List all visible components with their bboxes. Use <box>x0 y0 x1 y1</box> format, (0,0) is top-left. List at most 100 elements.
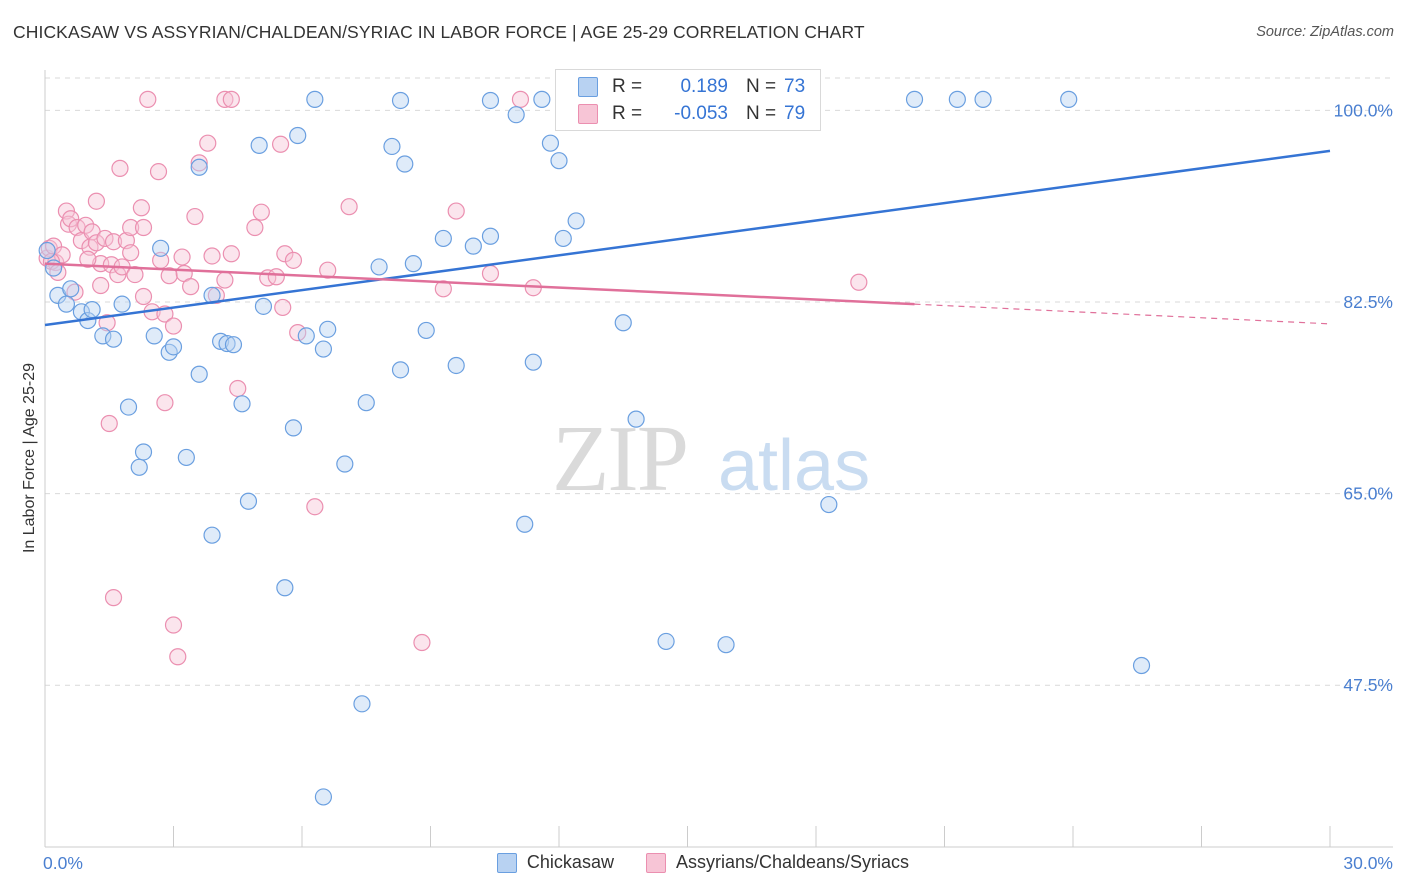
assyrians-point <box>149 163 168 181</box>
chickasaw-point <box>481 91 500 110</box>
legend-n-value: 79 <box>784 103 806 124</box>
assyrians-point <box>173 248 191 266</box>
chickasaw-point <box>289 126 307 145</box>
assyrians-point <box>447 202 465 220</box>
chickasaw-point <box>905 90 924 108</box>
assyrians-point <box>434 280 452 298</box>
chickasaw-point <box>396 155 414 173</box>
chickasaw-point <box>314 788 333 806</box>
chickasaw-point <box>119 398 138 416</box>
assyrians-point <box>111 159 129 177</box>
chickasaw-point <box>250 136 268 154</box>
chickasaw-point <box>254 297 273 315</box>
chickasaw-point <box>464 237 482 255</box>
chickasaw-point <box>391 91 410 110</box>
chickasaw-point <box>212 332 230 350</box>
assyrians-point <box>102 256 120 274</box>
assyrians-point <box>284 251 303 269</box>
legend-swatch-assyrians <box>578 104 598 124</box>
watermark-atlas: atlas <box>718 426 870 506</box>
legend-item-chickasaw[interactable]: Chickasaw <box>496 852 614 873</box>
series-legend: Chickasaw Assyrians/Chaldeans/Syriacs <box>0 852 1406 873</box>
watermark: ZIP atlas <box>552 407 870 511</box>
assyrians-point <box>319 261 337 279</box>
assyrians-point <box>274 298 292 317</box>
legend-label-chickasaw: Chickasaw <box>526 852 614 872</box>
chickasaw-point <box>507 106 525 124</box>
assyrians-point <box>62 210 80 228</box>
watermark-zip: ZIP <box>552 407 687 511</box>
chickasaw-point <box>820 495 838 514</box>
assyrians-point <box>132 199 150 217</box>
legend-n-label: N = <box>746 103 777 124</box>
trend-line-assyrians <box>44 262 915 306</box>
assyrians-point <box>216 271 234 289</box>
assyrians-point <box>229 379 247 398</box>
assyrians-point <box>267 268 285 286</box>
assyrians-point <box>246 218 264 237</box>
assyrians-point <box>42 252 61 271</box>
chickasaw-point <box>83 301 101 319</box>
trend-line-chickasaw <box>44 149 1331 327</box>
assyrians-point <box>276 245 294 263</box>
chickasaw-point <box>357 394 375 412</box>
chickasaw-point <box>164 338 183 356</box>
chickasaw-point <box>524 353 542 371</box>
axes <box>44 70 1393 848</box>
stats-legend: R = 0.189 N = 73 R = -0.053 N = 79 <box>555 69 821 131</box>
legend-swatch-assyrians <box>645 852 666 873</box>
chickasaw-point <box>104 330 123 348</box>
chickasaw-point <box>627 410 645 428</box>
chickasaw-point <box>434 229 452 248</box>
assyrians-point <box>122 218 140 237</box>
assyrians-point <box>306 498 324 516</box>
chickasaw-point <box>130 458 148 476</box>
assyrians-point <box>77 216 95 234</box>
legend-item-assyrians[interactable]: Assyrians/Chaldeans/Syriacs <box>645 852 909 873</box>
chickasaw-point <box>353 695 371 713</box>
assyrians-point <box>190 154 208 172</box>
chickasaw-point <box>974 90 992 108</box>
assyrians-point <box>164 616 183 634</box>
assyrians-point <box>481 264 500 283</box>
assyrians-point <box>199 134 217 152</box>
assyrians-point <box>87 234 106 252</box>
assyrians-point <box>850 273 868 291</box>
chickasaw-point <box>239 492 258 510</box>
chickasaw-point <box>554 229 572 248</box>
chickasaw-point <box>62 280 80 298</box>
assyrians-point <box>79 250 97 268</box>
assyrians-point <box>222 90 240 108</box>
assyrians-point <box>271 135 290 153</box>
chickasaw-point <box>567 212 585 230</box>
chickasaw-point <box>276 579 294 597</box>
chickasaw-point <box>284 419 303 437</box>
chickasaw-point <box>516 515 534 533</box>
assyrians-point <box>186 207 204 226</box>
chickasaw-point <box>541 134 560 152</box>
chickasaw-point <box>190 158 208 176</box>
chickasaw-point <box>203 526 221 544</box>
x-tick-label: 0.0% <box>43 853 83 873</box>
chickasaw-point <box>614 314 632 332</box>
assyrians-point <box>160 267 178 285</box>
chickasaw-point <box>948 90 966 108</box>
y-tick-label: 65.0% <box>1343 484 1393 504</box>
trend-line-assyrians-dashed <box>914 303 1331 325</box>
y-tick-label: 100.0% <box>1334 100 1393 120</box>
chickasaw-point <box>38 241 56 260</box>
source-label: Source: ZipAtlas.com <box>1256 24 1394 40</box>
assyrians-point <box>222 245 240 263</box>
legend-n-label: N = <box>746 76 777 97</box>
assyrians-point <box>216 90 234 108</box>
assyrians-point <box>98 314 116 332</box>
chickasaw-point <box>336 455 354 473</box>
series-chickasaw-points <box>38 90 1151 806</box>
chickasaw-point <box>113 295 131 313</box>
y-tick-label: 47.5% <box>1343 675 1393 695</box>
assyrians-point <box>92 276 110 295</box>
series-assyrians-points <box>38 90 868 666</box>
assyrians-point <box>511 90 530 108</box>
legend-r-label: R = <box>612 103 643 124</box>
